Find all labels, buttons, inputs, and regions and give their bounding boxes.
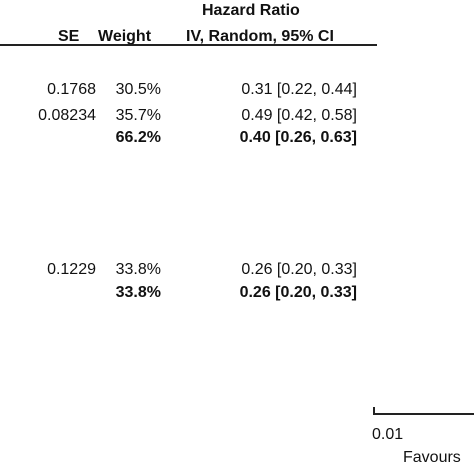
col-header-hr: IV, Random, 95% CI <box>186 28 334 45</box>
row-3-se: 0.1229 <box>47 261 96 278</box>
row-2-weight: 35.7% <box>115 107 161 124</box>
x-tick-label: 0.01 <box>372 426 404 443</box>
subtotal-2-hr: 0.26 [0.20, 0.33] <box>239 284 357 301</box>
row-3-hr: 0.26 [0.20, 0.33] <box>241 261 357 278</box>
row-1-hr: 0.31 [0.22, 0.44] <box>241 81 357 98</box>
col-header-se: SE <box>58 28 80 45</box>
header-rule <box>0 44 377 46</box>
hazard-ratio-title: Hazard Ratio <box>202 2 300 19</box>
row-2-se: 0.08234 <box>38 107 96 124</box>
row-1-se: 0.1768 <box>47 81 96 98</box>
favours-label: Favours <box>403 449 461 466</box>
row-1-weight: 30.5% <box>115 81 161 98</box>
row-2-hr: 0.49 [0.42, 0.58] <box>241 107 357 124</box>
subtotal-1-weight: 66.2% <box>115 129 161 146</box>
subtotal-2-weight: 33.8% <box>115 284 161 301</box>
col-header-weight: Weight <box>98 28 152 45</box>
row-3-weight: 33.8% <box>115 261 161 278</box>
subtotal-1-hr: 0.40 [0.26, 0.63] <box>239 129 357 146</box>
